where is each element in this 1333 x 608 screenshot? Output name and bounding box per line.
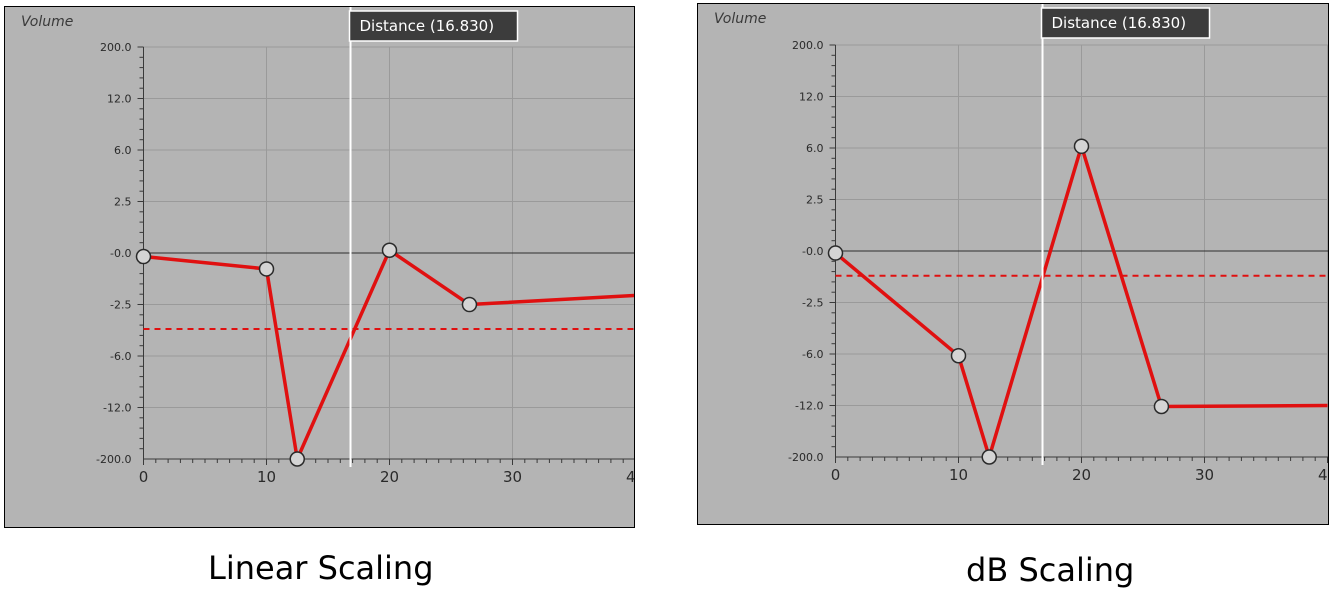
y-tick-label: 6.0 — [114, 144, 132, 157]
y-tick-label: -0.0 — [110, 247, 131, 260]
x-tick-label: 20 — [1072, 466, 1091, 484]
y-tick-label: -12.0 — [795, 400, 823, 413]
linear-scaling-chart[interactable]: Volume 200.0 12.0 6.0 2.5 -0.0 -2.5 -6.0 -12.0 -2… — [4, 6, 635, 528]
x-tick-label: 40 — [1318, 466, 1329, 484]
envelope-point[interactable] — [1153, 398, 1170, 415]
y-tick-label: -200.0 — [96, 453, 131, 466]
x-tick-label: 10 — [949, 466, 968, 484]
x-tick-label: 0 — [831, 466, 841, 484]
x-tick-label: 30 — [503, 468, 522, 486]
y-tick-label: 200.0 — [792, 39, 824, 52]
y-tick-label: 2.5 — [114, 196, 132, 209]
envelope-point[interactable] — [258, 261, 275, 277]
envelope-point[interactable] — [981, 449, 997, 465]
distance-tooltip — [348, 10, 519, 42]
y-tick-label: -2.5 — [802, 297, 823, 310]
x-tick-label: 40 — [626, 468, 635, 486]
db-chart-svg[interactable]: Volume 200.0 12.0 6.0 2.5 -0.0 -2.5 -6.0 -12.0 -2… — [698, 4, 1329, 525]
y-tick-label: 12.0 — [799, 91, 824, 104]
distance-tooltip-label: Distance (16.830) — [1052, 14, 1187, 32]
y-tick-label: 2.5 — [806, 194, 824, 207]
y-tick-label: 6.0 — [806, 142, 824, 155]
linear-chart-svg[interactable]: Volume 200.0 12.0 6.0 2.5 -0.0 -2.5 -6.0 -12.0 -2… — [5, 7, 635, 528]
y-tick-label: -12.0 — [103, 402, 131, 415]
envelope-point[interactable] — [950, 347, 967, 364]
y-axis-title: Volume — [714, 11, 766, 27]
x-tick-label: 0 — [139, 468, 149, 486]
db-scaling-chart[interactable]: Volume 200.0 12.0 6.0 2.5 -0.0 -2.5 -6.0 -12.0 -2… — [697, 3, 1329, 525]
y-tick-label: -200.0 — [788, 451, 823, 464]
y-tick-label: -2.5 — [110, 299, 131, 312]
y-tick-label: 200.0 — [100, 41, 132, 54]
y-tick-label: 12.0 — [107, 93, 132, 106]
y-tick-label: -6.0 — [110, 350, 131, 363]
y-axis-title: Volume — [21, 14, 73, 30]
envelope-point[interactable] — [461, 296, 478, 313]
distance-tooltip-label: Distance (16.830) — [360, 17, 495, 35]
y-tick-label: -6.0 — [802, 348, 823, 361]
linear-scaling-caption: Linear Scaling — [208, 549, 434, 587]
x-tick-label: 10 — [257, 468, 276, 486]
x-tick-label: 30 — [1195, 466, 1214, 484]
volume-envelope-line — [834, 144, 1328, 459]
envelope-point[interactable] — [135, 248, 152, 265]
envelope-point[interactable] — [289, 451, 305, 467]
db-scaling-caption: dB Scaling — [966, 551, 1135, 589]
envelope-point[interactable] — [381, 242, 398, 258]
envelope-point[interactable] — [1073, 138, 1090, 155]
distance-tooltip — [1040, 7, 1211, 39]
volume-envelope-line — [143, 248, 634, 461]
x-tick-label: 20 — [380, 468, 399, 486]
envelope-point[interactable] — [827, 245, 844, 261]
y-tick-label: -0.0 — [802, 245, 823, 258]
